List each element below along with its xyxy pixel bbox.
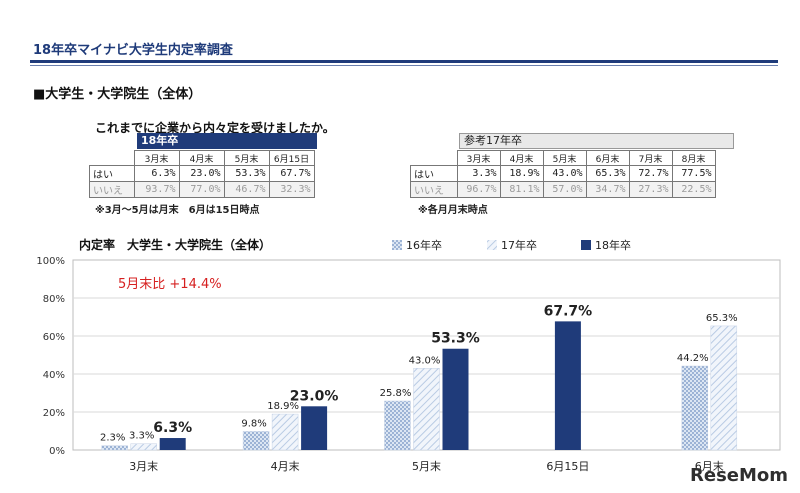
table17-col-header: 5月末 [542,150,587,166]
legend-label: 17年卒 [501,238,537,252]
y-tick-label: 80% [43,294,65,305]
table17-cell: 27.3% [628,181,673,198]
table17-row-label: いいえ [410,181,458,198]
legend-swatch-17年卒 [487,240,497,250]
x-tick-label: 6月末 [695,459,724,473]
x-axis: 3月末 4月末 5月末 6月15日 6月末 [129,459,724,473]
survey-question: これまでに企業から内々定を受けましたか。 [95,121,335,135]
table17-col-header: 3月末 [456,150,501,166]
table17-note: ※各月月末時点 [418,205,488,216]
bar-label: 44.2% [677,353,709,364]
chart-title: 内定率 大学生・大学院生（全体） [79,237,271,252]
bar-label: 53.3% [431,331,480,347]
bar-18年卒 [301,406,328,450]
table18-cell: 32.3% [268,181,315,198]
y-tick-label: 20% [43,408,65,419]
x-tick-label: 5月末 [412,459,441,473]
title-rule-thin [30,65,778,66]
bar-18年卒 [442,348,469,450]
bar-18年卒 [159,438,186,450]
table17: 3月末 4月末 5月末 6月末 7月末 8月末 はい 3.3% 18.9% 43… [410,150,716,198]
table17-cell: 57.0% [542,181,587,198]
table17-title: 参考17年卒 [459,133,734,149]
y-tick-label: 100% [36,256,65,267]
section-heading: ■大学生・大学院生（全体） [33,87,202,102]
bar-label: 18.9% [267,401,299,412]
bar-16年卒 [384,400,411,451]
table18-title: 18年卒 [137,133,317,149]
table18-cell: 46.7% [223,181,270,198]
bar-16年卒 [101,445,128,451]
bars [101,321,738,451]
legend-label: 18年卒 [595,238,631,252]
page-title: 18年卒マイナビ大学生内定率調査 [33,43,233,58]
y-tick-label: 0% [49,446,65,457]
table18-row-label: いいえ [89,181,135,198]
bar-labels: 2.3% 3.3%6.3% 9.8%18.9%23.0% 25.8% 43.0% 53.3… [100,303,738,443]
legend-swatch-18年卒 [581,240,591,250]
table17-cell: 96.7% [456,181,501,198]
bar-17年卒 [271,413,299,451]
bar-16年卒 [242,431,270,451]
table18: 3月末 4月末 5月末 6月15日 はい 6.3% 23.0% 53.3% 67… [89,150,315,198]
table17-corner [410,150,457,166]
table18-col-header: 6月15日 [268,150,315,166]
table18-col-header: 3月末 [133,150,180,166]
legend-label: 16年卒 [406,238,442,252]
bar-18年卒 [554,321,581,450]
bar-label: 25.8% [380,388,412,399]
watermark-logo: ReseMom [690,465,788,486]
bar-17年卒 [710,325,738,451]
table18-cell: 77.0% [178,181,225,198]
bar-label: 23.0% [290,388,339,404]
title-rule [30,60,778,63]
x-tick-label: 4月末 [271,459,300,473]
table17-cell: 81.1% [499,181,544,198]
bar-label: 6.3% [153,420,192,436]
table17-col-header: 6月末 [585,150,630,166]
y-tick-label: 40% [43,370,65,381]
bar-17年卒 [413,368,440,451]
bar-16年卒 [681,365,709,451]
bar-17年卒 [130,443,157,451]
chart-annotation: 5月末比 +14.4% [118,277,222,292]
bar-label: 3.3% [129,431,154,442]
y-tick-label: 60% [43,332,65,343]
legend-swatch-16年卒 [392,240,402,250]
table18-cell: 93.7% [133,181,180,198]
table17-col-header: 7月末 [628,150,673,166]
bar-label: 2.3% [100,433,125,444]
y-axis: 0% 20% 40% 60% 80% 100% [36,256,65,457]
table18-note: ※3月～5月は月末 6月は15日時点 [95,205,260,216]
table18-corner [89,150,134,166]
bar-label: 67.7% [544,303,593,319]
bar-label: 65.3% [706,313,738,324]
chart-legend: 16年卒 17年卒 18年卒 [392,238,631,252]
x-tick-label: 3月末 [129,459,158,473]
table17-cell: 22.5% [671,181,716,198]
bar-label: 9.8% [241,418,266,429]
bar-label: 43.0% [409,355,441,366]
x-tick-label: 6月15日 [546,460,589,473]
